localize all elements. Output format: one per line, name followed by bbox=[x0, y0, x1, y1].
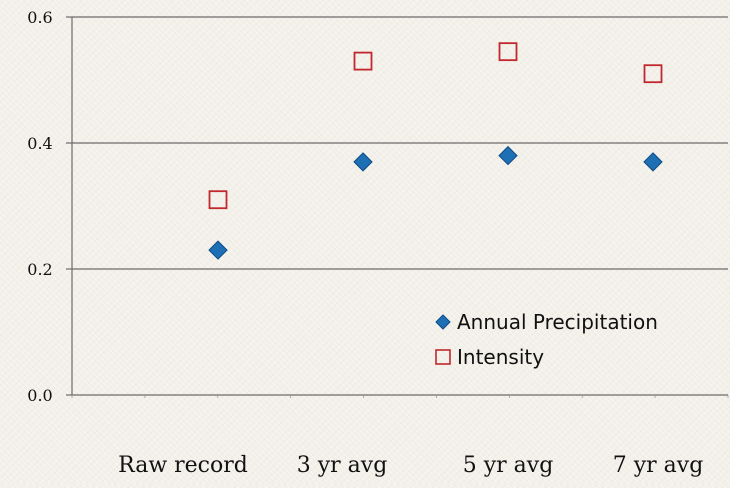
x-category-label: Raw record bbox=[118, 453, 248, 478]
y-tick-label: 0.6 bbox=[27, 8, 52, 27]
precipitation-point bbox=[498, 145, 518, 166]
intensity-point bbox=[498, 42, 518, 62]
intensity-point bbox=[208, 190, 228, 210]
axes bbox=[66, 16, 729, 398]
x-category-label: 7 yr avg bbox=[613, 453, 704, 478]
legend-label: Intensity bbox=[457, 345, 544, 369]
y-tick-label: 0.0 bbox=[27, 386, 52, 405]
precipitation-point bbox=[208, 240, 228, 260]
intensity-point bbox=[353, 51, 373, 71]
x-category-label: 3 yr avg bbox=[297, 453, 388, 478]
x-category-labels: Raw record 3 yr avg 5 yr avg 7 yr avg bbox=[118, 453, 703, 478]
precipitation-point bbox=[353, 152, 373, 172]
y-tick-label: 0.2 bbox=[27, 260, 52, 279]
gridlines bbox=[72, 16, 728, 270]
legend: Annual Precipitation Intensity bbox=[435, 310, 658, 369]
legend-marker-precipitation bbox=[435, 314, 451, 330]
y-tick-label: 0.4 bbox=[27, 134, 52, 153]
x-category-label: 5 yr avg bbox=[463, 453, 554, 478]
y-tick-labels: 0.0 0.2 0.4 0.6 bbox=[27, 8, 52, 405]
intensity-point bbox=[643, 64, 663, 84]
legend-marker-intensity bbox=[435, 349, 451, 365]
legend-label: Annual Precipitation bbox=[457, 310, 658, 334]
data-points bbox=[208, 42, 663, 260]
precipitation-point bbox=[643, 152, 663, 172]
